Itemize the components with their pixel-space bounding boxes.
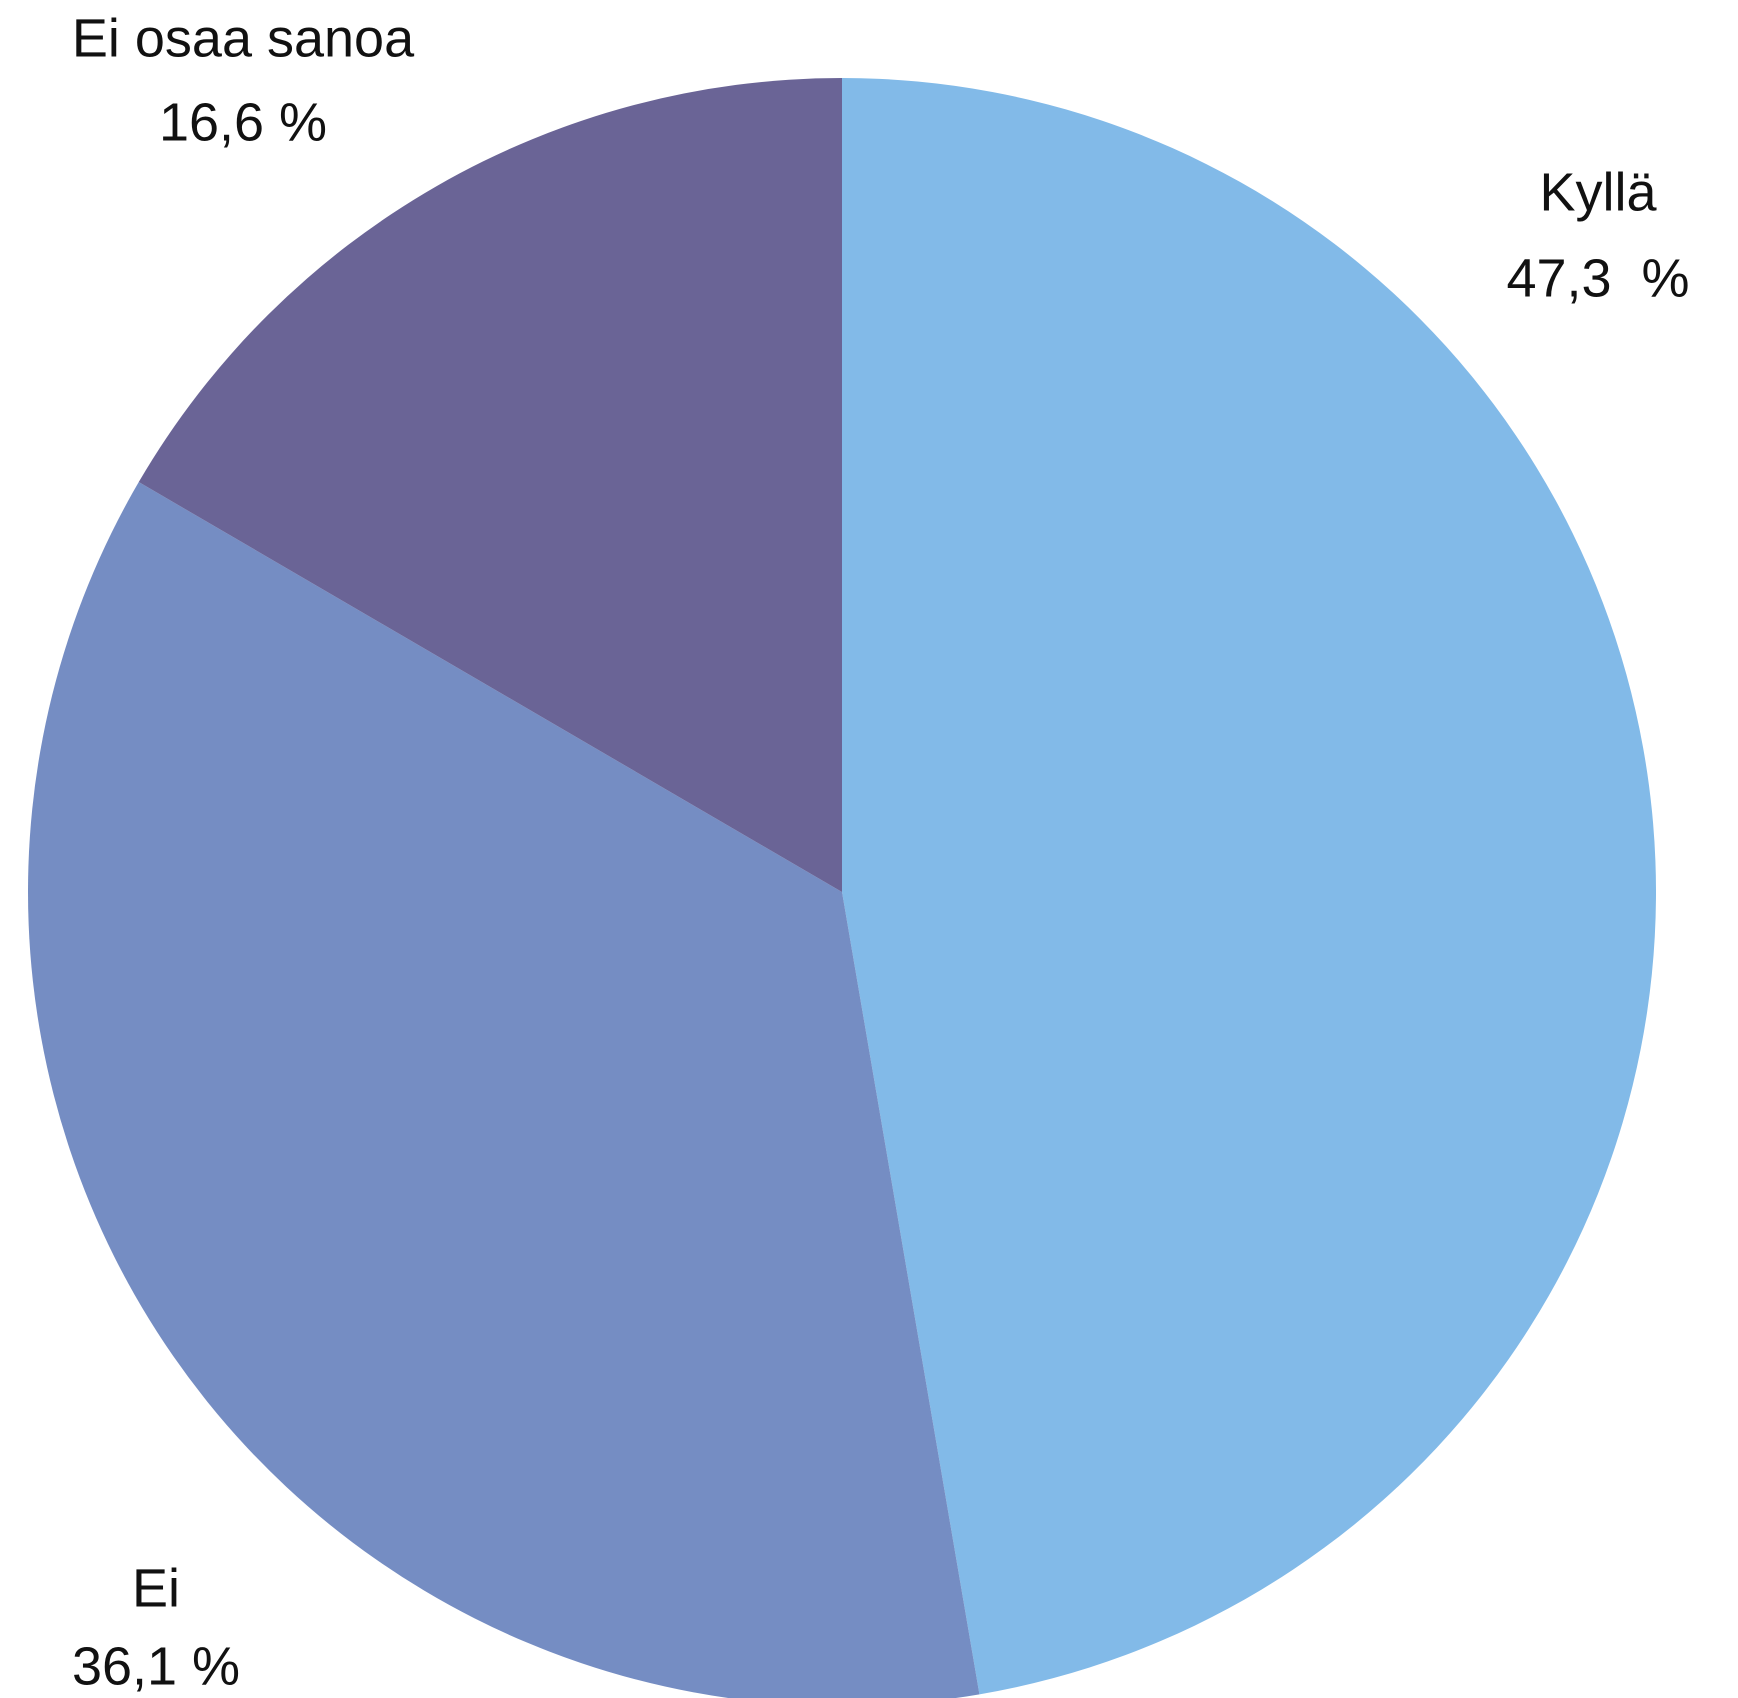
pie-slice bbox=[842, 78, 1657, 1695]
slice-label: Ei bbox=[132, 1558, 180, 1618]
slice-label: Kyllä bbox=[1539, 162, 1657, 222]
slice-label: Ei osaa sanoa bbox=[72, 8, 415, 68]
value-label: 47,3 % bbox=[1506, 248, 1689, 308]
pie-slice bbox=[138, 77, 842, 892]
value-label: 36,1 % bbox=[72, 1636, 240, 1696]
pie-slice bbox=[28, 482, 980, 1698]
value-label: 16,6 % bbox=[159, 92, 327, 152]
